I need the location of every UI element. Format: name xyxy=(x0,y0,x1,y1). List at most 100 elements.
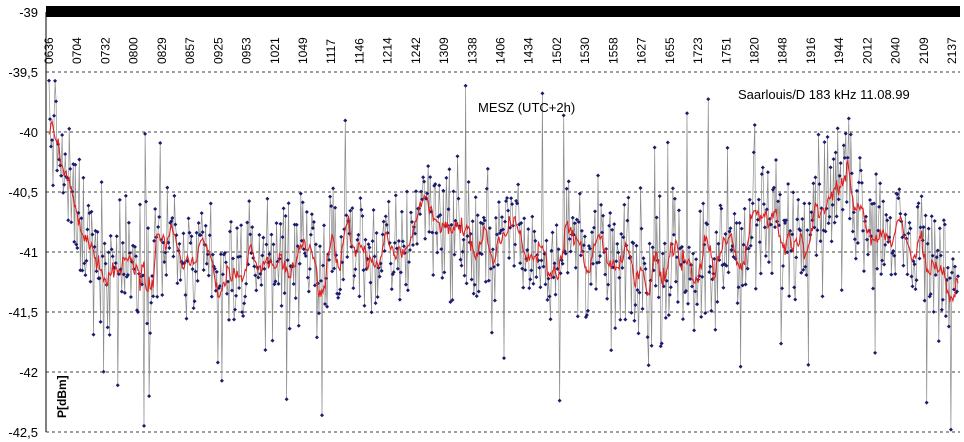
data-point xyxy=(430,230,435,235)
data-point xyxy=(491,264,496,269)
data-point xyxy=(691,251,696,256)
data-point xyxy=(749,235,754,240)
data-point xyxy=(694,257,699,262)
data-point xyxy=(254,288,259,293)
data-point xyxy=(695,302,700,307)
data-point xyxy=(188,241,193,246)
data-point xyxy=(828,165,833,170)
data-point xyxy=(110,254,115,259)
data-point xyxy=(61,190,66,195)
data-point xyxy=(141,273,146,278)
data-point xyxy=(414,189,419,194)
x-tick-label: 1558 xyxy=(606,37,620,64)
data-point xyxy=(929,214,934,219)
data-point xyxy=(312,283,317,288)
data-point xyxy=(881,199,886,204)
data-point xyxy=(753,286,758,291)
data-point xyxy=(314,335,319,340)
data-point xyxy=(369,310,374,315)
data-point xyxy=(567,237,572,242)
data-point xyxy=(372,254,377,259)
data-point xyxy=(599,202,604,207)
data-point xyxy=(838,161,843,166)
data-point xyxy=(373,301,378,306)
data-point xyxy=(282,291,287,296)
x-tick-label: 2012 xyxy=(860,37,874,64)
data-point xyxy=(475,213,480,218)
data-point xyxy=(732,211,737,216)
data-point xyxy=(363,237,368,242)
data-point xyxy=(729,247,734,252)
data-point xyxy=(727,229,732,234)
annotation-timezone: MESZ (UTC+2h) xyxy=(478,100,575,115)
data-point xyxy=(705,222,710,227)
x-tick-label: 1655 xyxy=(663,37,677,64)
data-point xyxy=(847,216,852,221)
data-point xyxy=(226,317,231,322)
data-point xyxy=(752,123,757,128)
data-point xyxy=(220,272,225,277)
data-point xyxy=(201,267,206,272)
data-point xyxy=(142,423,147,428)
data-point xyxy=(803,264,808,269)
data-point xyxy=(77,157,82,162)
y-tick-label: -40,5 xyxy=(8,185,38,200)
data-point xyxy=(546,276,551,281)
data-point xyxy=(403,282,408,287)
data-point xyxy=(408,210,413,215)
data-point xyxy=(868,197,873,202)
data-point xyxy=(442,270,447,275)
data-point xyxy=(427,229,432,234)
x-tick-label: 0636 xyxy=(42,37,56,64)
data-point xyxy=(204,261,209,266)
y-tick-labels: -39 -39,5 -40 -40,5 -41 -41,5 -42 -42,5 xyxy=(8,5,38,440)
data-point xyxy=(205,252,210,257)
data-point xyxy=(433,182,438,187)
data-point xyxy=(701,201,706,206)
data-point xyxy=(906,231,911,236)
data-point xyxy=(493,215,498,220)
data-point xyxy=(425,191,430,196)
data-point xyxy=(492,298,497,303)
data-point xyxy=(464,281,469,286)
data-point xyxy=(507,255,512,260)
data-point xyxy=(925,241,930,246)
data-point xyxy=(305,275,310,280)
y-tick-label: -39 xyxy=(19,5,38,20)
data-point xyxy=(63,152,68,157)
data-point xyxy=(313,242,318,247)
data-point xyxy=(336,295,341,300)
data-point xyxy=(456,196,461,201)
y-tick-label: -39,5 xyxy=(8,65,38,80)
data-point xyxy=(713,327,718,332)
data-point xyxy=(331,186,336,191)
data-point xyxy=(294,222,299,227)
data-point xyxy=(947,276,952,281)
data-point xyxy=(600,230,605,235)
data-point xyxy=(564,186,569,191)
data-point xyxy=(304,209,309,214)
data-point xyxy=(269,232,274,237)
data-point xyxy=(858,168,863,173)
data-point xyxy=(160,293,165,298)
y-axis-title: P[dBm] xyxy=(55,375,69,418)
data-point xyxy=(755,217,760,222)
data-point xyxy=(345,254,350,259)
data-point xyxy=(737,220,742,225)
data-point xyxy=(832,220,837,225)
data-point xyxy=(572,221,577,226)
data-point xyxy=(519,220,524,225)
data-point xyxy=(473,195,478,200)
x-tick-label: 1530 xyxy=(578,37,592,64)
data-point xyxy=(540,91,545,96)
data-point xyxy=(573,265,578,270)
data-point xyxy=(552,261,557,266)
x-tick-label: 1502 xyxy=(550,37,564,64)
data-point xyxy=(528,277,533,282)
data-point xyxy=(883,242,888,247)
data-point xyxy=(718,203,723,208)
data-point xyxy=(603,272,608,277)
data-point xyxy=(261,235,266,240)
data-point xyxy=(653,283,658,288)
x-tick-label: 1021 xyxy=(268,37,282,64)
